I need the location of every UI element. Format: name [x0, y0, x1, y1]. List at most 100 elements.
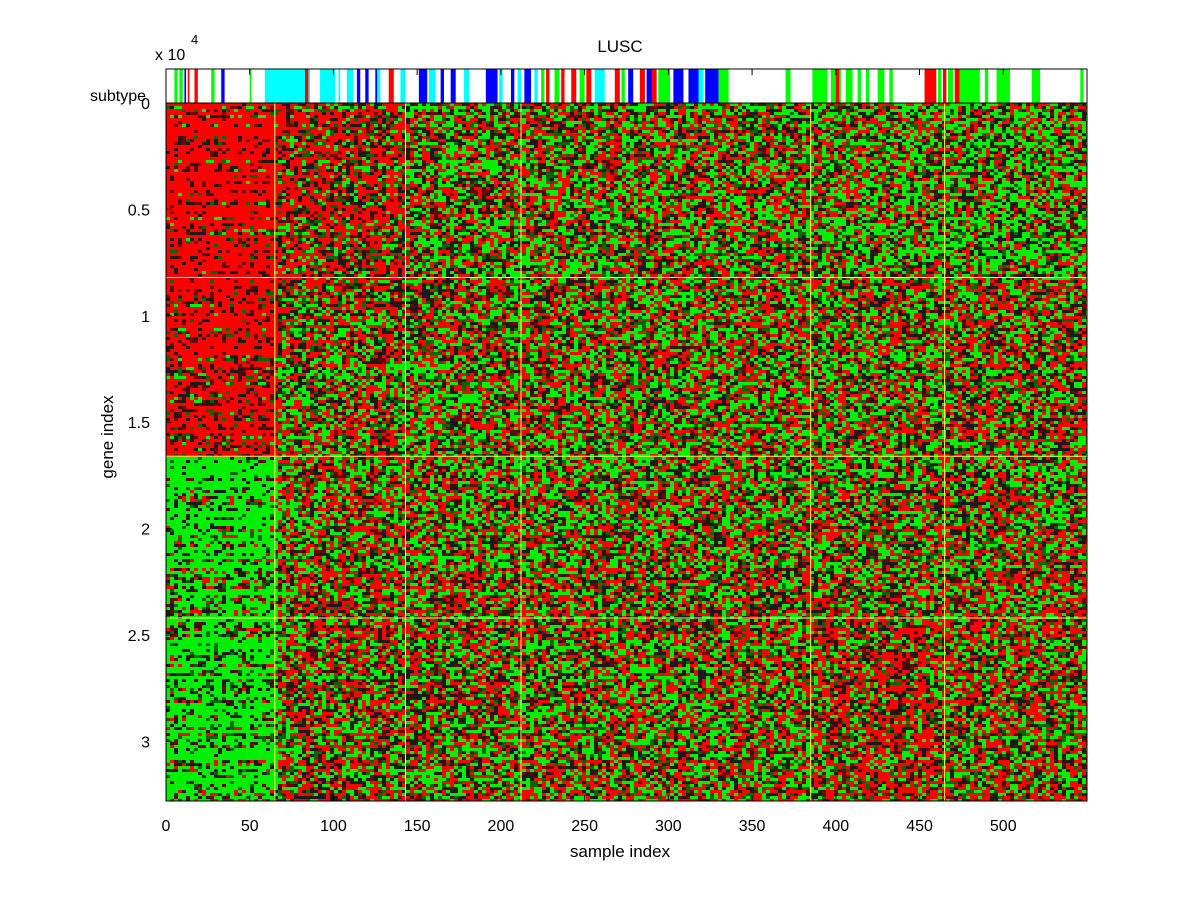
heatmap-cell	[1030, 121, 1034, 124]
heatmap-cell	[974, 127, 978, 130]
heatmap-cell	[786, 118, 790, 121]
heatmap-cell	[742, 112, 746, 115]
heatmap-cell	[690, 112, 694, 115]
heatmap-cell	[342, 109, 346, 112]
heatmap-cell	[574, 109, 578, 112]
heatmap-cell	[770, 139, 774, 142]
heatmap-cell	[770, 136, 774, 139]
heatmap-cell	[970, 106, 974, 109]
heatmap-cell	[306, 136, 310, 139]
heatmap-cell	[562, 142, 566, 145]
heatmap-cell	[282, 112, 286, 115]
heatmap-cell	[642, 142, 646, 145]
heatmap-cell	[558, 136, 562, 139]
heatmap-cell	[734, 139, 738, 142]
heatmap-cell	[726, 124, 730, 127]
heatmap-cell	[830, 124, 834, 127]
heatmap-cell	[878, 133, 882, 136]
subtype-segment	[464, 69, 469, 103]
heatmap-cell	[262, 130, 266, 133]
heatmap-cell	[386, 124, 390, 127]
heatmap-cell	[982, 124, 986, 127]
heatmap-cell	[794, 106, 798, 109]
heatmap-cell	[298, 142, 302, 145]
heatmap-cell	[210, 106, 214, 109]
heatmap-cell	[250, 118, 254, 121]
heatmap-cell	[586, 121, 590, 124]
heatmap-cell	[662, 133, 666, 136]
heatmap-cell	[514, 130, 518, 133]
heatmap-cell	[854, 139, 858, 142]
heatmap-cell	[950, 139, 954, 142]
heatmap-cell	[662, 139, 666, 142]
heatmap-cell	[666, 118, 670, 121]
heatmap-cell	[1038, 133, 1042, 136]
heatmap-cell	[994, 133, 998, 136]
heatmap-cell	[850, 118, 854, 121]
heatmap-cell	[1034, 139, 1038, 142]
heatmap-cell	[290, 139, 294, 142]
heatmap-cell	[874, 142, 878, 145]
heatmap-cell	[938, 142, 942, 145]
heatmap-cell	[350, 136, 354, 139]
heatmap-cell	[286, 124, 290, 127]
heatmap-cell	[906, 130, 910, 133]
heatmap-cell	[562, 115, 566, 118]
heatmap-cell	[842, 139, 846, 142]
heatmap-cell	[474, 121, 478, 124]
heatmap-cell	[374, 109, 378, 112]
heatmap-cell	[390, 139, 394, 142]
heatmap-cell	[718, 109, 722, 112]
heatmap-cell	[342, 139, 346, 142]
heatmap-cell	[634, 124, 638, 127]
heatmap-cell	[1010, 127, 1014, 130]
heatmap-cell	[234, 112, 238, 115]
heatmap-cell	[878, 124, 882, 127]
heatmap-cell	[942, 112, 946, 115]
heatmap-cell	[450, 106, 454, 109]
heatmap-cell	[882, 124, 886, 127]
heatmap-cell	[602, 124, 606, 127]
heatmap-cell	[982, 106, 986, 109]
heatmap-cell	[506, 136, 510, 139]
heatmap-cell	[950, 127, 954, 130]
heatmap-cell	[550, 106, 554, 109]
heatmap-cell	[530, 136, 534, 139]
heatmap-cell	[954, 109, 958, 112]
heatmap-cell	[610, 118, 614, 121]
subtype-segment	[320, 69, 335, 103]
heatmap-cell	[478, 115, 482, 118]
heatmap-cell	[886, 127, 890, 130]
heatmap-cell	[686, 139, 690, 142]
heatmap-cell	[718, 106, 722, 109]
heatmap-cell	[290, 127, 294, 130]
heatmap-cell	[258, 133, 262, 136]
heatmap-cell	[786, 133, 790, 136]
heatmap-cell	[614, 112, 618, 115]
heatmap-cell	[950, 118, 954, 121]
heatmap-cell	[290, 118, 294, 121]
heatmap-cell	[918, 121, 922, 124]
heatmap-cell	[958, 121, 962, 124]
heatmap-cell	[418, 112, 422, 115]
heatmap-cell	[722, 112, 726, 115]
heatmap-cell	[706, 121, 710, 124]
heatmap-cell	[438, 115, 442, 118]
heatmap-cell	[186, 109, 190, 112]
heatmap-cell	[858, 115, 862, 118]
heatmap-cell	[890, 127, 894, 130]
heatmap-cell	[806, 139, 810, 142]
heatmap-cell	[186, 121, 190, 124]
heatmap-cell	[398, 130, 402, 133]
heatmap-cell	[778, 127, 782, 130]
heatmap-cell	[306, 118, 310, 121]
heatmap-cell	[254, 142, 258, 145]
heatmap-cell	[618, 136, 622, 139]
heatmap-cell	[630, 118, 634, 121]
heatmap-cell	[694, 109, 698, 112]
heatmap-cell	[1006, 130, 1010, 133]
heatmap-cell	[1034, 136, 1038, 139]
heatmap-cell	[990, 121, 994, 124]
heatmap-cell	[1054, 121, 1058, 124]
heatmap-cell	[1058, 121, 1062, 124]
